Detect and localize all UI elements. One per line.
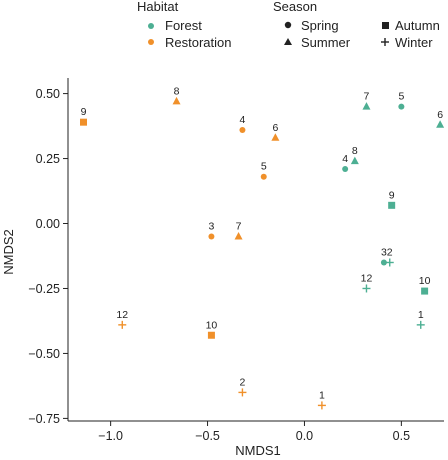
point-label: 1: [418, 309, 424, 321]
point-marker: [239, 126, 246, 133]
legend-winter-label: Winter: [395, 35, 433, 50]
x-axis-label: NMDS1: [235, 443, 281, 458]
point-marker: [238, 388, 247, 397]
point-marker: [436, 120, 445, 128]
point-marker: [342, 165, 349, 172]
legend-autumn-label: Autumn: [395, 18, 440, 33]
data-point-forest-winter: 1: [416, 309, 425, 329]
axes: [67, 78, 444, 422]
point-label: 2: [387, 246, 393, 258]
point-label: 6: [437, 109, 443, 121]
legend-habitat: Habitat Forest Restoration: [137, 0, 231, 50]
point-marker: [362, 102, 371, 110]
legend-forest-label: Forest: [165, 18, 202, 33]
point-label: 4: [240, 114, 246, 126]
point-marker: [421, 287, 429, 295]
point-label: 10: [206, 319, 218, 331]
point-marker: [172, 96, 181, 105]
data-point-restoration-winter: 12: [116, 309, 128, 329]
x-tick-label: 0.5: [393, 429, 410, 443]
legend-summer-marker: [284, 38, 292, 45]
point-marker: [388, 201, 396, 209]
legend-autumn-marker: [382, 22, 389, 29]
legend-summer-label: Summer: [301, 35, 351, 50]
point-label: 8: [174, 85, 180, 97]
data-point-forest-autumn: 10: [419, 275, 431, 295]
data-point-forest-winter: 2: [385, 246, 394, 267]
y-tick-label: −0.50: [28, 347, 60, 361]
data-point-forest-spring: 5: [398, 91, 404, 110]
data-point-restoration-winter: 2: [238, 376, 247, 397]
x-ticks: −1.0 −0.5 0.0 0.5: [98, 421, 410, 443]
y-ticks: −0.75 −0.50 −0.25 0.00 0.25 0.50: [28, 87, 68, 426]
data-point-restoration-summer: 8: [172, 85, 181, 105]
point-marker: [207, 331, 215, 339]
data-point-restoration-summer: 6: [271, 122, 280, 141]
point-marker: [362, 284, 371, 293]
point-label: 12: [361, 272, 373, 284]
point-marker: [208, 233, 215, 240]
point-label: 9: [389, 189, 395, 201]
point-label: 8: [352, 145, 358, 157]
data-point-forest-spring: 4: [342, 153, 348, 172]
data-point-restoration-autumn: 9: [80, 106, 88, 126]
point-marker: [350, 156, 359, 165]
data-point-restoration-autumn: 10: [206, 319, 218, 339]
point-marker: [398, 103, 405, 110]
data-point-restoration-spring: 3: [208, 221, 215, 240]
data-point-forest-autumn: 9: [388, 189, 396, 209]
legend-spring-label: Spring: [301, 18, 339, 33]
point-marker: [271, 133, 280, 141]
point-marker: [80, 118, 88, 126]
point-label: 6: [272, 122, 278, 134]
legend-spring-marker: [284, 21, 292, 29]
y-tick-label: −0.25: [28, 282, 60, 296]
point-label: 5: [398, 91, 404, 103]
point-marker: [385, 258, 394, 267]
legend-season: Season Spring Summer Autumn Winter: [273, 0, 440, 50]
data-point-forest-spring: 3: [380, 246, 387, 266]
point-label: 9: [81, 106, 87, 118]
point-marker: [317, 401, 326, 410]
point-label: 7: [236, 221, 242, 233]
point-label: 3: [381, 246, 387, 258]
data-point-restoration-spring: 4: [239, 114, 246, 133]
point-marker: [234, 232, 243, 240]
legend-season-title: Season: [273, 0, 317, 14]
point-label: 1: [319, 389, 325, 401]
x-tick-label: −0.5: [195, 429, 220, 443]
data-point-forest-summer: 6: [436, 109, 445, 128]
legend-habitat-title: Habitat: [137, 0, 179, 14]
point-marker: [118, 320, 127, 329]
point-label: 7: [364, 91, 370, 103]
legend-winter-marker: [381, 38, 389, 46]
y-tick-label: 0.50: [36, 87, 60, 101]
point-label: 2: [240, 376, 246, 388]
y-axis-label: NMDS2: [1, 229, 16, 275]
data-point-restoration-summer: 7: [234, 221, 243, 240]
point-label: 12: [116, 309, 128, 321]
y-tick-label: 0.25: [36, 152, 60, 166]
data-point-restoration-winter: 1: [317, 389, 326, 410]
point-marker: [416, 320, 425, 329]
data-points: 5 4 3 7 6 8 9 10 2 12 1 4 5 3 8 6 7 9 10 12 2 1: [80, 85, 445, 410]
data-point-forest-winter: 12: [361, 272, 373, 293]
point-label: 5: [261, 161, 267, 173]
point-label: 10: [419, 275, 431, 287]
point-marker: [380, 259, 387, 266]
point-label: 3: [209, 221, 215, 233]
data-point-forest-summer: 7: [362, 91, 371, 110]
legend-restoration-label: Restoration: [165, 35, 231, 50]
x-tick-label: −1.0: [98, 429, 123, 443]
data-point-forest-summer: 8: [350, 145, 359, 165]
legend-restoration-marker: [148, 39, 154, 45]
data-point-restoration-spring: 5: [260, 161, 267, 180]
y-tick-label: −0.75: [28, 412, 60, 426]
point-label: 4: [342, 153, 348, 165]
x-tick-label: 0.0: [296, 429, 313, 443]
legend-forest-marker: [148, 23, 154, 29]
point-marker: [260, 173, 267, 180]
y-tick-label: 0.00: [36, 217, 60, 231]
